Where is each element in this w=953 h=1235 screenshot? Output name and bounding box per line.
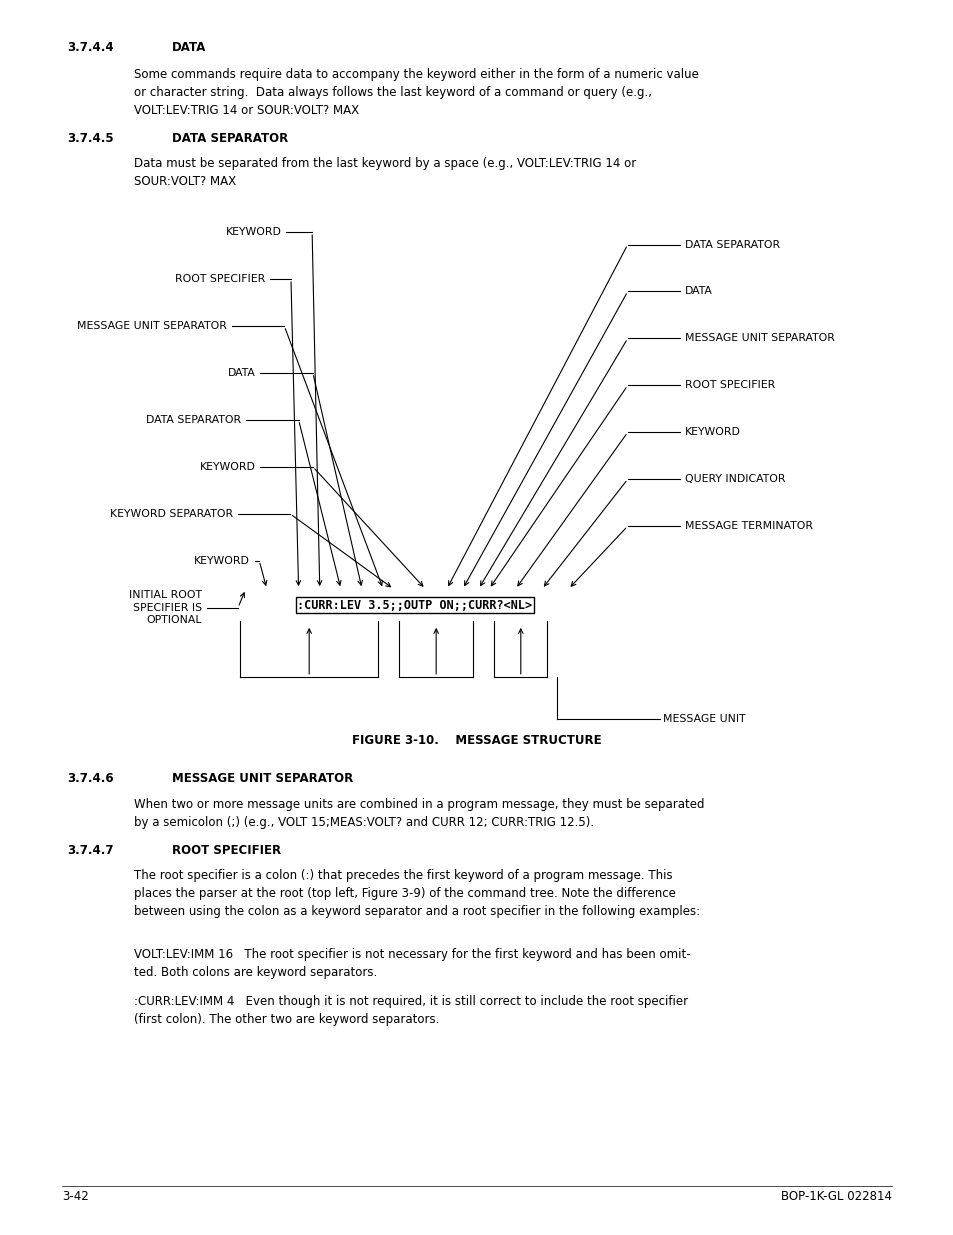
Text: MESSAGE UNIT SEPARATOR: MESSAGE UNIT SEPARATOR: [684, 333, 834, 343]
Text: INITIAL ROOT
SPECIFIER IS
OPTIONAL: INITIAL ROOT SPECIFIER IS OPTIONAL: [129, 590, 202, 625]
Text: DATA: DATA: [684, 287, 712, 296]
Text: FIGURE 3-10.    MESSAGE STRUCTURE: FIGURE 3-10. MESSAGE STRUCTURE: [352, 734, 601, 747]
Text: MESSAGE UNIT SEPARATOR: MESSAGE UNIT SEPARATOR: [172, 772, 353, 785]
Text: DATA: DATA: [228, 368, 255, 378]
Text: MESSAGE UNIT SEPARATOR: MESSAGE UNIT SEPARATOR: [77, 321, 227, 331]
Text: DATA: DATA: [172, 41, 206, 54]
Text: ROOT SPECIFIER: ROOT SPECIFIER: [172, 844, 280, 857]
Text: The root specifier is a colon (:) that precedes the first keyword of a program m: The root specifier is a colon (:) that p…: [133, 869, 699, 919]
Text: When two or more message units are combined in a program message, they must be s: When two or more message units are combi…: [133, 798, 703, 829]
Text: ROOT SPECIFIER: ROOT SPECIFIER: [174, 274, 265, 284]
Text: ROOT SPECIFIER: ROOT SPECIFIER: [684, 380, 775, 390]
Text: KEYWORD: KEYWORD: [193, 556, 250, 566]
Text: 3.7.4.4: 3.7.4.4: [67, 41, 113, 54]
Text: 3.7.4.5: 3.7.4.5: [67, 132, 113, 146]
Text: MESSAGE UNIT: MESSAGE UNIT: [662, 714, 745, 724]
Text: 3.7.4.7: 3.7.4.7: [67, 844, 113, 857]
Text: DATA SEPARATOR: DATA SEPARATOR: [684, 240, 780, 249]
Text: VOLT:LEV:IMM 16   The root specifier is not necessary for the first keyword and : VOLT:LEV:IMM 16 The root specifier is no…: [133, 948, 689, 979]
Text: KEYWORD SEPARATOR: KEYWORD SEPARATOR: [110, 509, 233, 519]
Text: Some commands require data to accompany the keyword either in the form of a nume: Some commands require data to accompany …: [133, 68, 698, 117]
Text: KEYWORD: KEYWORD: [684, 427, 740, 437]
Text: :CURR:LEV 3.5;;OUTP ON;;CURR?<NL>: :CURR:LEV 3.5;;OUTP ON;;CURR?<NL>: [297, 599, 532, 611]
Text: DATA SEPARATOR: DATA SEPARATOR: [146, 415, 241, 425]
Text: Data must be separated from the last keyword by a space (e.g., VOLT:LEV:TRIG 14 : Data must be separated from the last key…: [133, 157, 635, 188]
Text: BOP-1K-GL 022814: BOP-1K-GL 022814: [781, 1189, 891, 1203]
Text: MESSAGE TERMINATOR: MESSAGE TERMINATOR: [684, 521, 812, 531]
Text: 3-42: 3-42: [62, 1189, 89, 1203]
Text: QUERY INDICATOR: QUERY INDICATOR: [684, 474, 784, 484]
Text: :CURR:LEV:IMM 4   Even though it is not required, it is still correct to include: :CURR:LEV:IMM 4 Even though it is not re…: [133, 995, 687, 1026]
Text: DATA SEPARATOR: DATA SEPARATOR: [172, 132, 288, 146]
Text: KEYWORD: KEYWORD: [199, 462, 255, 472]
Text: 3.7.4.6: 3.7.4.6: [67, 772, 113, 785]
Text: KEYWORD: KEYWORD: [225, 227, 281, 237]
